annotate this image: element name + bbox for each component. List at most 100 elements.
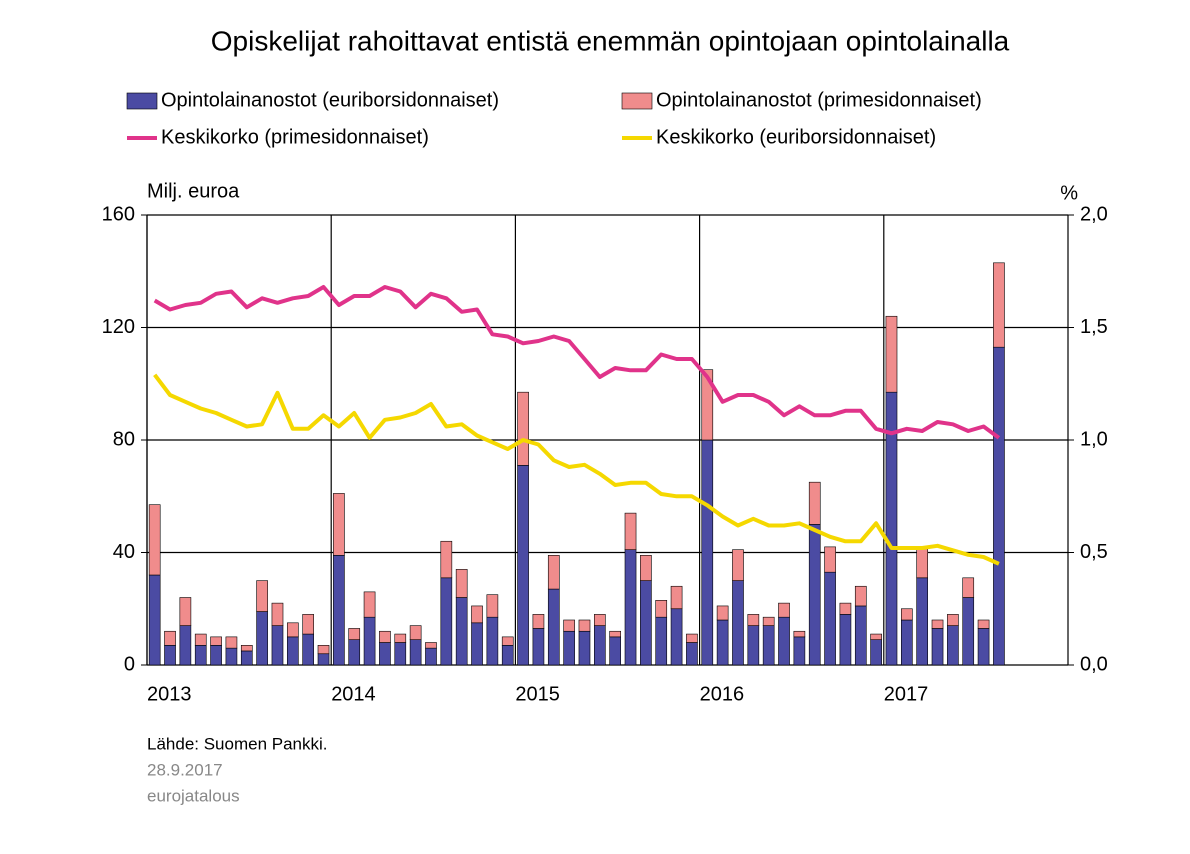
bar: [455, 597, 468, 666]
bar: [808, 524, 821, 666]
bar: [578, 630, 591, 666]
legend-label: Keskikorko (euriborsidonnaiset): [656, 126, 936, 148]
chart-title: Opiskelijat rahoittavat entistä enemmän …: [211, 25, 1010, 56]
bar: [640, 580, 652, 666]
bar: [455, 569, 468, 598]
x-tick-label: 2017: [884, 683, 929, 705]
x-tick-label: 2014: [331, 683, 376, 705]
bar: [532, 614, 545, 629]
bar: [425, 647, 437, 666]
bar: [701, 439, 714, 666]
bar: [164, 645, 176, 666]
bar: [593, 625, 606, 666]
bar: [916, 577, 929, 666]
legend-label: Keskikorko (primesidonnaiset): [161, 126, 429, 148]
bar: [302, 614, 315, 635]
bar: [179, 625, 192, 666]
bar: [532, 628, 545, 666]
bar: [716, 619, 729, 666]
bar: [655, 616, 668, 666]
bar: [333, 493, 345, 556]
bar: [379, 642, 391, 666]
bar: [762, 616, 775, 626]
bar: [425, 642, 437, 649]
bar: [747, 625, 760, 666]
bar: [486, 594, 499, 618]
y2-tick-label: 0,0: [1080, 653, 1108, 675]
bar: [839, 614, 852, 666]
bar: [256, 611, 268, 666]
bar: [716, 605, 729, 621]
bar: [394, 642, 407, 666]
bar: [194, 633, 207, 646]
bar: [486, 616, 499, 666]
bar: [286, 622, 299, 638]
bar: [225, 647, 238, 666]
y2-tick-label: 1,5: [1080, 316, 1108, 338]
bar: [778, 616, 790, 666]
bar: [333, 555, 345, 666]
bar: [409, 639, 422, 666]
bar: [225, 636, 238, 649]
bar: [317, 645, 330, 655]
bar: [317, 653, 330, 666]
x-tick-label: 2016: [700, 683, 745, 705]
bar: [578, 619, 591, 632]
bar: [916, 546, 929, 579]
source: Lähde: Suomen Pankki.: [147, 734, 328, 753]
bar: [624, 512, 637, 550]
y2-tick-label: 0,5: [1080, 541, 1108, 563]
legend-marker: [621, 92, 653, 110]
y2-tick-label: 1,0: [1080, 428, 1108, 450]
bar: [747, 614, 760, 626]
bar: [993, 346, 1005, 666]
legend-marker: [126, 92, 158, 110]
bar: [670, 608, 683, 666]
x-tick-label: 2013: [147, 683, 192, 705]
bar: [363, 616, 376, 666]
bar: [977, 628, 990, 666]
bar: [517, 465, 529, 666]
bar: [271, 602, 284, 626]
bar: [962, 597, 975, 666]
bar: [501, 636, 514, 646]
bar: [947, 625, 959, 666]
bar: [824, 546, 836, 573]
bar: [148, 504, 161, 576]
bar: [870, 639, 882, 666]
bar: [286, 636, 299, 666]
y2-tick-label: 2,0: [1080, 203, 1108, 225]
bar: [194, 645, 207, 666]
bar: [824, 571, 836, 666]
y-tick-label: 120: [102, 316, 135, 338]
bar: [210, 645, 222, 666]
bar: [870, 633, 882, 640]
bar: [348, 639, 361, 666]
publisher: eurojatalous: [147, 786, 240, 805]
bar: [977, 619, 990, 629]
bar: [471, 622, 483, 666]
bar: [993, 262, 1005, 348]
bar: [563, 619, 575, 632]
bar: [148, 574, 161, 666]
y-tick-label: 80: [113, 428, 135, 450]
y-tick-label: 40: [113, 541, 135, 563]
bar: [394, 633, 407, 643]
bar: [210, 636, 222, 646]
bar: [793, 630, 806, 638]
bar: [547, 588, 560, 666]
bar: [762, 625, 775, 666]
bar: [808, 481, 821, 525]
bar: [931, 628, 944, 666]
bar: [624, 549, 637, 666]
y-tick-label: 160: [102, 203, 135, 225]
bar: [363, 591, 376, 618]
bar: [854, 605, 867, 666]
bar: [655, 600, 668, 618]
bar: [793, 636, 806, 666]
bar: [732, 549, 744, 581]
bar: [379, 630, 391, 643]
line: [153, 285, 1001, 440]
bar: [778, 602, 790, 618]
